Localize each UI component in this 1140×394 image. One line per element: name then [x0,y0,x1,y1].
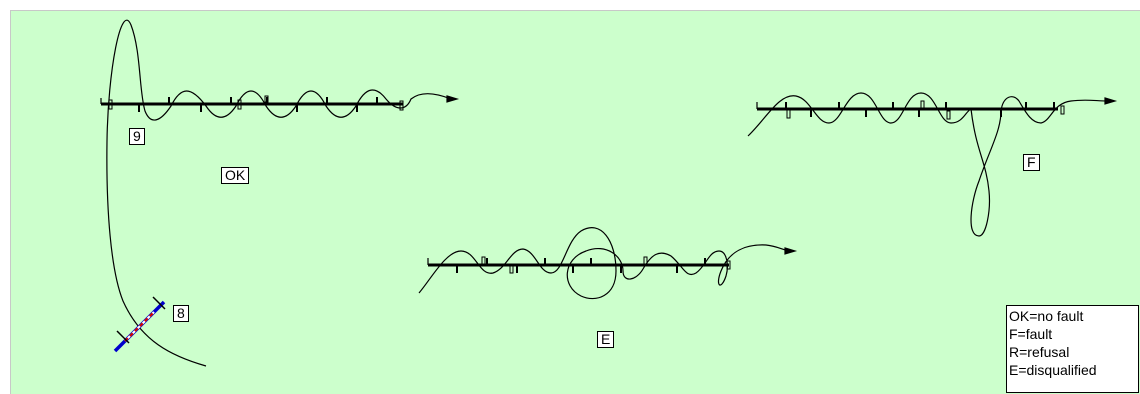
obstacle-number-9: 9 [129,128,145,145]
hurdle-obstacle-8 [113,296,166,353]
result-label-ok: OK [221,167,250,184]
result-label-e: E [597,331,615,348]
obstacle-number-8: 8 [173,305,189,322]
legend-item-e: E=disqualified [1009,362,1097,378]
path-middle [418,227,790,300]
course-drawing [100,19,1118,367]
weave-poles-right [756,100,1065,120]
legend-item-ok: OK=no fault [1009,308,1084,324]
legend-box: OK=no fault F=fault R=refusal E=disquali… [1006,305,1139,393]
result-label-f: F [1023,154,1040,171]
legend-item-f: F=fault [1009,326,1053,342]
path-right [747,92,1110,237]
course-diagram-canvas: 9 OK 8 E F OK=no fault F=fault R=refusal… [10,10,1140,394]
path-left [106,19,452,367]
legend-item-r: R=refusal [1009,344,1070,360]
